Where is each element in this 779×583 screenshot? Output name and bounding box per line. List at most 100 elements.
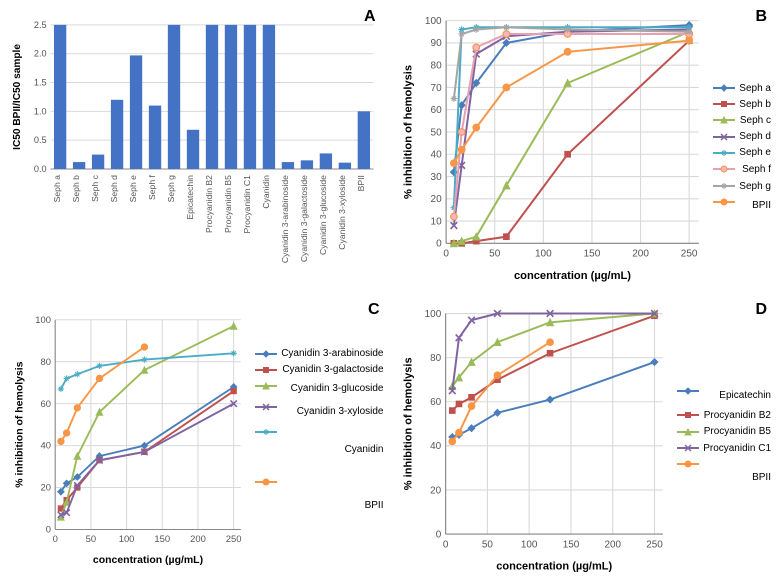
legend-label: Seph a — [739, 83, 771, 94]
svg-text:50: 50 — [86, 533, 96, 544]
legend-label: Seph e — [739, 147, 771, 158]
svg-text:100: 100 — [119, 533, 135, 544]
legend-d: Epicatechin Procyanidin B2 Procyanidin B5 P… — [671, 301, 771, 580]
svg-text:0: 0 — [443, 249, 449, 260]
panel-b-label: B — [755, 8, 767, 26]
legend-item: BPII — [713, 196, 771, 215]
svg-text:1.0: 1.0 — [34, 106, 47, 116]
legend-item: Cyanidin 3-galactoside — [255, 364, 383, 377]
legend-label: Seph b — [739, 99, 771, 110]
legend-label: Seph f — [742, 164, 771, 175]
svg-text:100: 100 — [35, 314, 51, 325]
svg-text:40: 40 — [430, 442, 442, 453]
legend-item: Cyanidin 3-arabinoside — [255, 348, 383, 360]
svg-text:BPII: BPII — [356, 175, 366, 191]
svg-text:10: 10 — [430, 216, 442, 227]
legend-label: Seph d — [739, 131, 771, 142]
panel-c-label: C — [368, 301, 380, 319]
legend-item: Seph d — [713, 131, 771, 143]
svg-text:0.5: 0.5 — [34, 135, 47, 145]
svg-text:50: 50 — [489, 249, 501, 260]
chart-a: 0.00.51.01.52.02.5Seph aSeph bSeph cSeph… — [8, 8, 384, 289]
svg-text:Cyanidin 3-galactoside: Cyanidin 3-galactoside — [299, 175, 309, 262]
chart-b: 0102030405060708090100050100150200250con… — [396, 8, 708, 289]
svg-text:Epicatechin: Epicatechin — [185, 175, 195, 220]
svg-text:Seph d: Seph d — [109, 175, 119, 202]
svg-text:80: 80 — [41, 356, 51, 367]
legend-label: Procyanidin B2 — [704, 410, 771, 421]
legend-label: Cyanidin — [345, 444, 384, 455]
legend-item: Seph b — [713, 98, 771, 110]
legend-label: BPII — [752, 200, 771, 211]
svg-text:0: 0 — [436, 239, 442, 250]
svg-text:Seph e: Seph e — [128, 175, 138, 202]
svg-text:% inhibition of hemolysis: % inhibition of hemolysis — [402, 65, 414, 199]
svg-text:150: 150 — [583, 249, 600, 260]
legend-item: Epicatechin — [677, 385, 771, 406]
svg-text:Cyanidin 3-xyloside: Cyanidin 3-xyloside — [337, 175, 347, 250]
svg-text:150: 150 — [154, 533, 170, 544]
svg-text:20: 20 — [41, 482, 51, 493]
chart-c: 020406080100050100150200250concentration… — [8, 301, 249, 580]
svg-text:20: 20 — [430, 486, 442, 497]
svg-text:0: 0 — [46, 524, 51, 535]
svg-text:IC50 BPII/IC50 sample: IC50 BPII/IC50 sample — [12, 44, 23, 150]
svg-text:% inhibition of hemolysis: % inhibition of hemolysis — [402, 358, 414, 491]
svg-text:Procyanidin C1: Procyanidin C1 — [242, 175, 252, 234]
panel-c: 020406080100050100150200250concentration… — [8, 301, 384, 580]
svg-text:1.5: 1.5 — [34, 78, 47, 88]
svg-text:200: 200 — [604, 540, 621, 551]
svg-text:80: 80 — [430, 353, 442, 364]
svg-text:60: 60 — [41, 398, 51, 409]
legend-item: Cyanidin 3-xyloside — [255, 401, 383, 421]
svg-text:% inhibition of hemolysis: % inhibition of hemolysis — [15, 362, 26, 488]
svg-text:250: 250 — [226, 533, 242, 544]
legend-c: Cyanidin 3-arabinoside Cyanidin 3-galacto… — [249, 301, 383, 580]
svg-text:Seph f: Seph f — [147, 174, 157, 199]
svg-text:30: 30 — [430, 172, 442, 183]
svg-text:Cyanidin 3-arabinoside: Cyanidin 3-arabinoside — [280, 175, 290, 263]
legend-item: Procyanidin B2 — [677, 409, 771, 421]
svg-text:100: 100 — [424, 16, 441, 27]
svg-text:Procyanidin B5: Procyanidin B5 — [223, 175, 233, 233]
svg-text:80: 80 — [430, 61, 442, 72]
svg-text:40: 40 — [430, 150, 442, 161]
legend-item: Procyanidin B5 — [677, 426, 771, 438]
svg-text:Seph g: Seph g — [166, 175, 176, 202]
svg-text:70: 70 — [430, 83, 442, 94]
svg-text:200: 200 — [190, 533, 206, 544]
svg-text:250: 250 — [646, 540, 663, 551]
legend-item: Seph a — [713, 82, 771, 94]
panel-a-label: A — [364, 8, 376, 26]
legend-item: Seph g — [713, 180, 771, 192]
svg-text:Cyanidin: Cyanidin — [261, 175, 271, 209]
legend-b: Seph a Seph b Seph c Seph d Seph e Seph f Seph… — [707, 8, 771, 289]
legend-label: Cyanidin 3-arabinoside — [281, 348, 383, 359]
panel-d: 020406080100050100150200250concentration… — [396, 301, 772, 580]
chart-d: 020406080100050100150200250concentration… — [396, 301, 672, 580]
svg-text:100: 100 — [520, 540, 537, 551]
legend-label: Procyanidin C1 — [703, 443, 771, 454]
svg-text:concentration (µg/mL): concentration (µg/mL) — [513, 270, 630, 282]
svg-text:60: 60 — [430, 397, 442, 408]
svg-text:150: 150 — [562, 540, 579, 551]
legend-item: Cyanidin — [255, 426, 383, 473]
panel-a: 0.00.51.01.52.02.5Seph aSeph bSeph cSeph… — [8, 8, 384, 289]
panel-b: 0102030405060708090100050100150200250con… — [396, 8, 772, 289]
svg-text:Seph b: Seph b — [71, 175, 81, 202]
legend-label: Epicatechin — [719, 390, 771, 401]
svg-text:20: 20 — [430, 194, 442, 205]
legend-label: BPII — [365, 500, 384, 511]
svg-text:100: 100 — [424, 309, 441, 320]
svg-text:Cyanidin 3-glucoside: Cyanidin 3-glucoside — [318, 175, 328, 255]
legend-item: Seph c — [713, 114, 771, 126]
svg-text:50: 50 — [481, 540, 493, 551]
svg-text:Seph c: Seph c — [90, 174, 100, 201]
legend-item: BPII — [255, 476, 383, 533]
svg-text:0: 0 — [53, 533, 58, 544]
legend-item: Procyanidin C1 — [677, 442, 771, 454]
svg-text:90: 90 — [430, 38, 442, 49]
svg-text:40: 40 — [41, 440, 51, 451]
svg-text:2.5: 2.5 — [34, 20, 47, 30]
svg-text:200: 200 — [632, 249, 649, 260]
